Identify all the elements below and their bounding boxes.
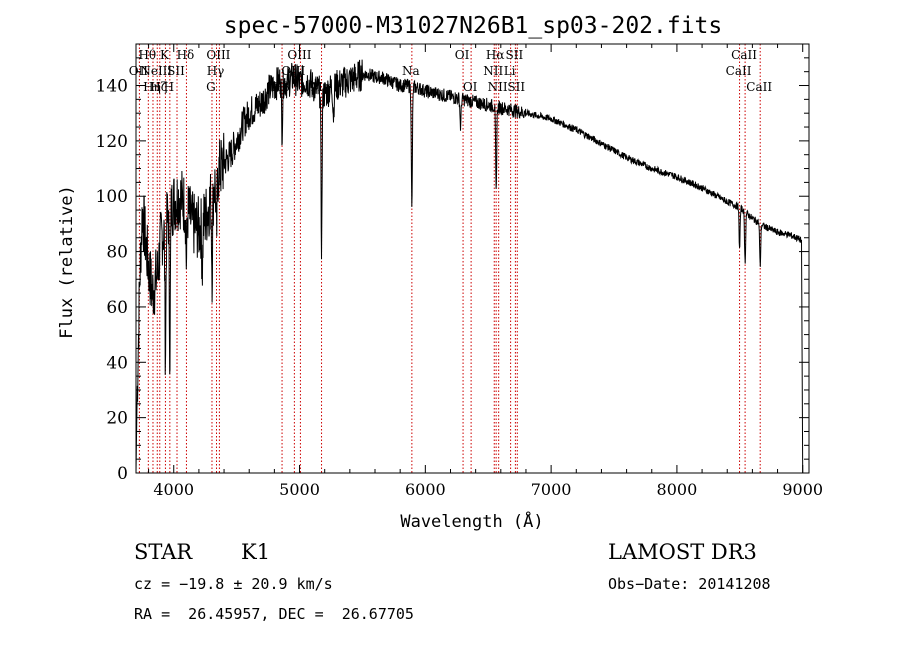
chart-title: spec-57000-M31027N26B1_sp03-202.fits [224, 13, 723, 39]
y-axis-label: Flux (relative) [57, 185, 77, 339]
line-marker-label: OI [455, 48, 470, 62]
y-tick-label: 60 [106, 298, 128, 318]
line-marker-label: CaII [726, 64, 752, 78]
y-tick-label: 20 [106, 409, 128, 429]
line-marker-label: NII [488, 80, 508, 94]
x-tick-label: 9000 [782, 480, 823, 499]
coordinates: RA = 26.45957, DEC = 26.67705 [134, 605, 414, 623]
y-tick-label: 0 [117, 464, 128, 484]
x-axis: 4000 5000 6000 7000 8000 9000 [148, 44, 823, 499]
object-subclass: K1 [241, 540, 271, 564]
line-marker-label: NII [483, 64, 503, 78]
y-tick-label: 40 [106, 353, 128, 373]
line-marker-label: OIII [287, 48, 311, 62]
obs-date: Obs−Date: 20141208 [608, 575, 771, 593]
line-marker-label: SII [506, 48, 524, 62]
redshift-value: cz = −19.8 ± 20.9 km/s [134, 575, 333, 593]
line-marker-label: Na [402, 64, 420, 78]
line-marker-label: OIII [206, 48, 230, 62]
line-marker-label: SII [507, 80, 525, 94]
line-marker-label: NeIII [140, 64, 172, 78]
line-markers [138, 44, 761, 473]
x-tick-label: 5000 [279, 480, 320, 499]
spectrum-line [135, 59, 804, 474]
line-marker-label: H [164, 80, 174, 94]
line-marker-label: K [160, 48, 170, 62]
line-marker-label: Hη [143, 80, 161, 94]
line-marker-label: Hα [486, 48, 505, 62]
plot-frame [135, 43, 810, 474]
y-tick-label: 100 [96, 187, 128, 207]
x-tick-label: 6000 [405, 480, 446, 499]
line-marker-label: CaII [731, 48, 757, 62]
line-marker-label: SII [167, 64, 185, 78]
line-marker-labels: OIIHθHηNeIIIHζKHSIIHδGHγOIIIHβOIIIOIIIMg… [129, 48, 773, 94]
y-axis: 0 20 40 60 80 100 120 140 [96, 57, 809, 484]
object-class: STAR [134, 540, 193, 564]
x-tick-label: 7000 [531, 480, 572, 499]
line-marker-label: OI [463, 80, 478, 94]
x-tick-label: 4000 [153, 480, 194, 499]
y-tick-label: 120 [96, 132, 128, 152]
line-marker-label: Hζ [150, 80, 167, 94]
line-marker-label: Li [504, 64, 516, 78]
line-marker-label: CaII [746, 80, 772, 94]
y-tick-label: 140 [96, 77, 128, 97]
survey-name: LAMOST DR3 [608, 540, 757, 564]
line-marker-label: Hθ [138, 48, 156, 62]
line-marker-label: G [206, 80, 216, 94]
line-marker-label: OII [129, 64, 149, 78]
line-marker-label: Hγ [207, 64, 225, 78]
y-tick-label: 80 [106, 243, 128, 263]
x-axis-label: Wavelength (Å) [400, 510, 543, 532]
line-marker-label: Hδ [177, 48, 195, 62]
x-tick-label: 8000 [657, 480, 698, 499]
